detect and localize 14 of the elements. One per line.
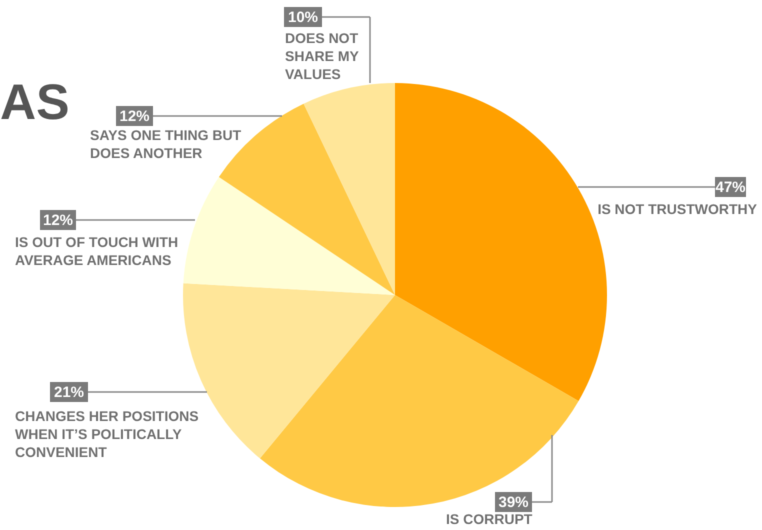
data-label: 12% xyxy=(119,108,150,125)
slice-label: DOES NOT SHARE MY VALUES xyxy=(285,30,360,82)
data-label: 39% xyxy=(498,494,529,511)
slice-label: IS NOT TRUSTWORTHY xyxy=(598,201,758,217)
data-label: 47% xyxy=(715,179,746,196)
pie-slice xyxy=(183,176,395,295)
data-label: 21% xyxy=(54,384,84,401)
slice-label: SAYS ONE THING BUT DOES ANOTHER xyxy=(90,127,242,161)
slice-label: IS CORRUPT xyxy=(446,511,533,527)
slice-label: CHANGES HER POSITIONS WHEN IT’S POLITICALLY CONVENIENT xyxy=(15,408,199,460)
text: AS xyxy=(0,74,70,130)
data-label: 12% xyxy=(42,212,74,229)
slice-label: IS OUT OF TOUCH WITH AVERAGE AMERICANS xyxy=(15,234,178,268)
data-label: 10% xyxy=(288,9,318,26)
